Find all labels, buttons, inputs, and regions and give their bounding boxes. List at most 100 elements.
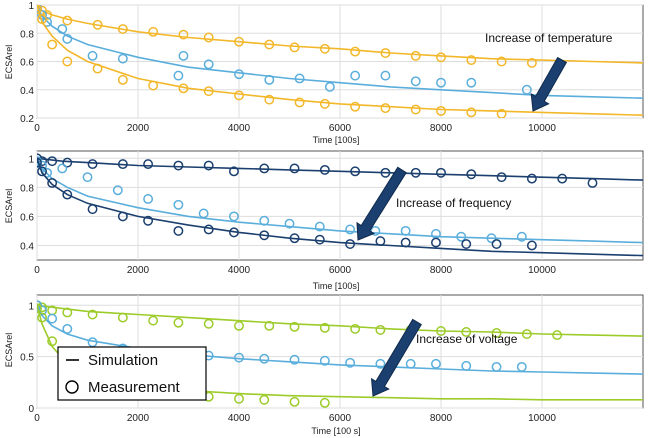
y-tick-label: 1 — [28, 1, 34, 12]
measurement-point — [62, 15, 73, 26]
measurement-point — [62, 157, 73, 168]
measurement-point — [436, 167, 446, 178]
measurement-point — [314, 221, 325, 232]
annotation-text: Increase of frequency — [396, 196, 511, 210]
measurement-point — [87, 204, 98, 215]
simulation-line-3 — [37, 5, 643, 116]
measurement-point — [47, 156, 58, 167]
x-tick-label: 10000 — [528, 265, 556, 276]
measurement-point — [400, 225, 411, 236]
y-tick-label: 0.8 — [20, 29, 34, 40]
measurement-point — [431, 237, 441, 248]
measurement-point — [173, 225, 184, 236]
x-tick-label: 8000 — [430, 413, 453, 424]
measurement-point — [62, 323, 73, 334]
measurement-point — [37, 153, 42, 164]
measurement-point — [410, 167, 421, 178]
measurement-point — [289, 42, 300, 53]
measurement-point — [370, 225, 381, 236]
measurement-point — [87, 159, 98, 170]
measurement-point — [117, 159, 128, 170]
measurement-point — [82, 172, 93, 183]
y-tick-label: 0 — [28, 404, 34, 415]
measurement-point — [552, 330, 563, 341]
y-tick-label: 0.4 — [20, 241, 34, 252]
legend: Simulation Measurement — [57, 346, 207, 401]
measurement-point — [37, 14, 47, 25]
simulation-line-2 — [37, 304, 643, 375]
measurement-point — [345, 357, 356, 368]
measurement-point — [117, 312, 128, 323]
measurement-point — [148, 80, 159, 91]
measurement-point — [178, 29, 189, 40]
measurement-point — [117, 211, 128, 222]
measurement-point — [516, 231, 527, 242]
measurement-point — [143, 194, 154, 204]
x-tick-label: 0 — [34, 123, 40, 134]
measurement-point — [400, 237, 411, 248]
measurement-point — [37, 166, 47, 177]
plot-marks — [37, 5, 643, 118]
measurement-point — [436, 326, 446, 336]
measurement-point — [516, 361, 527, 372]
measurement-point — [47, 39, 58, 50]
measurement-point — [234, 352, 244, 363]
chart-panel-2: 0 2000 4000 6000 8000 10000 0.4 0.6 0.8 1 Time [10… — [4, 150, 644, 291]
measurement-point — [203, 32, 214, 43]
measurement-point — [173, 160, 184, 171]
measurement-point — [289, 321, 300, 332]
measurement-point — [405, 358, 416, 369]
measurement-point — [234, 393, 244, 404]
measurement-point — [264, 39, 275, 50]
measurement-point — [466, 55, 477, 66]
annotation-text: Increase of temperature — [485, 31, 613, 45]
measurement-point — [143, 159, 154, 170]
legend-simulation-label: Simulation — [88, 352, 158, 369]
measurement-point — [410, 104, 421, 115]
measurement-point — [491, 361, 502, 372]
measurement-point — [117, 74, 128, 85]
measurement-point — [62, 56, 73, 67]
measurement-point — [521, 84, 532, 95]
y-tick-label: 0.2 — [20, 114, 34, 125]
measurement-point — [62, 189, 73, 200]
measurement-point — [259, 394, 270, 405]
measurement-point — [57, 163, 68, 174]
measurement-point — [319, 355, 330, 366]
measurement-point — [178, 83, 189, 94]
measurement-point — [203, 160, 214, 171]
measurement-point — [587, 178, 598, 188]
y-tick-label: 0.6 — [20, 212, 34, 223]
measurement-point — [198, 208, 209, 219]
measurement-point — [436, 52, 446, 63]
measurement-point — [229, 211, 239, 222]
measurement-point — [496, 56, 507, 67]
legend-measurement-marker — [65, 380, 79, 394]
measurement-point — [57, 24, 68, 34]
measurement-point — [289, 396, 300, 407]
measurement-point — [117, 24, 128, 34]
measurement-point — [314, 234, 325, 245]
y-axis-label: ECSArel — [4, 45, 14, 80]
measurement-point — [319, 322, 330, 333]
measurement-point — [92, 63, 103, 74]
y-tick-label: 0.4 — [20, 86, 34, 97]
measurement-point — [259, 230, 270, 241]
y-tick-label: 0.6 — [20, 58, 34, 69]
measurement-point — [380, 103, 391, 114]
measurement-point — [375, 324, 386, 335]
measurement-point — [229, 227, 239, 238]
measurement-point — [112, 185, 123, 196]
measurement-point — [173, 199, 184, 210]
measurement-point — [259, 353, 270, 364]
measurement-point — [375, 236, 386, 247]
x-tick-label: 0 — [34, 413, 40, 424]
measurement-point — [380, 167, 391, 178]
measurement-point — [557, 173, 568, 184]
simulation-line-3 — [37, 158, 643, 257]
measurement-point — [92, 19, 103, 30]
measurement-point — [521, 329, 532, 339]
x-tick-label: 2000 — [127, 123, 150, 134]
annotation-text: Increase of voltage — [416, 332, 518, 346]
